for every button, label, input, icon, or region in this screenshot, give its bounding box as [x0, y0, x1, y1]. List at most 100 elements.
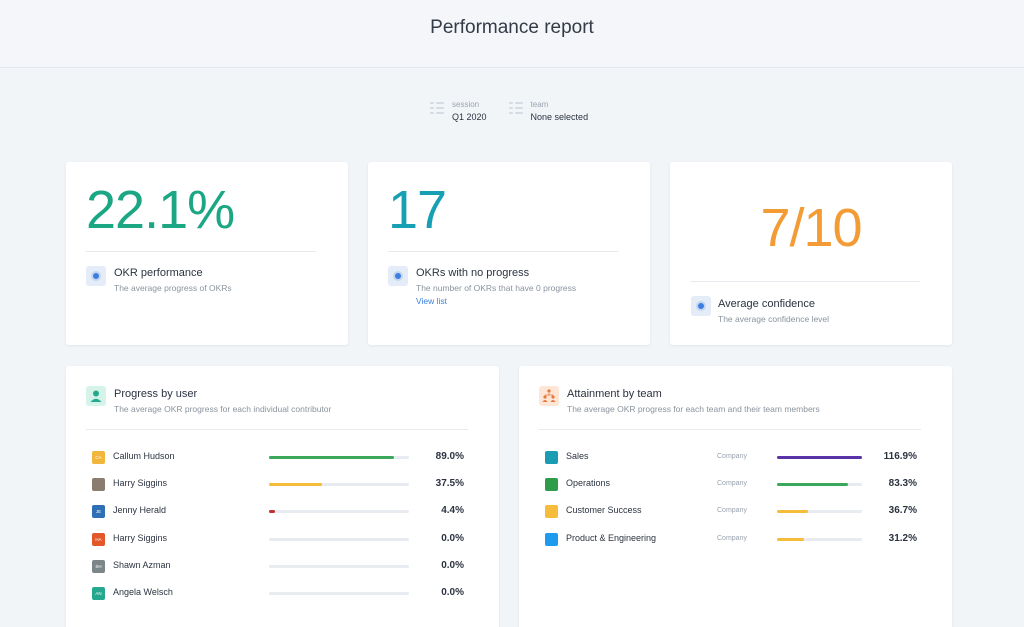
user-row[interactable]: HA Harry Siggins 0.0%: [92, 532, 464, 548]
divider: [86, 429, 468, 430]
progress-value: 0.0%: [441, 559, 464, 571]
team-row[interactable]: Operations Company 83.3%: [545, 477, 917, 493]
target-icon: [388, 266, 408, 286]
progress-fill: [777, 456, 862, 459]
progress-track: [269, 564, 409, 568]
user-name: Jenny Herald: [113, 505, 167, 516]
view-list-link[interactable]: View list: [416, 296, 448, 306]
session-filter-label: session: [452, 100, 480, 109]
progress-value: 0.0%: [441, 532, 464, 544]
divider: [690, 281, 920, 282]
progress-track: [777, 483, 862, 487]
user-row[interactable]: AN Angela Welsch 0.0%: [92, 586, 464, 602]
session-filter[interactable]: session Q1 2020: [430, 99, 487, 125]
section-title: Attainment by team: [567, 388, 662, 400]
no-progress-value: 17: [388, 180, 447, 240]
progress-fill: [777, 483, 848, 487]
team-swatch: [545, 451, 558, 464]
progress-value: 37.5%: [435, 478, 464, 490]
section-description: The average OKR progress for each indivi…: [114, 404, 332, 414]
team-filter-label: team: [530, 100, 549, 109]
no-progress-card: 17 OKRs with no progress The number of O…: [368, 162, 650, 345]
page-title: Performance report: [430, 17, 594, 38]
metric-title: OKRs with no progress: [416, 267, 530, 279]
list-icon: [430, 101, 444, 117]
team-name: Product & Engineering: [566, 532, 657, 543]
progress-value: 89.0%: [435, 451, 464, 462]
team-swatch: [545, 505, 558, 519]
metric-title: Average confidence: [718, 298, 816, 310]
avatar: AN: [92, 587, 105, 600]
avatar: JE: [92, 505, 105, 519]
team-parent: Company: [717, 534, 747, 542]
user-icon: [86, 386, 106, 406]
page-header: Performance report: [0, 0, 1024, 68]
okr-performance-card: 22.1% OKR performance The average progre…: [66, 162, 348, 345]
metric-description: The number of OKRs that have 0 progress: [416, 283, 577, 293]
progress-fill: [269, 456, 394, 459]
section-title: Progress by user: [114, 388, 198, 400]
progress-value: 4.4%: [441, 505, 464, 517]
progress-value: 116.9%: [883, 451, 917, 462]
progress-track: [777, 537, 862, 541]
user-name: Harry Siggins: [113, 532, 168, 543]
target-icon: [691, 296, 711, 316]
progress-value: 36.7%: [888, 505, 917, 517]
team-filter[interactable]: team None selected: [508, 99, 589, 125]
user-name: Shawn Azman: [113, 559, 171, 570]
progress-by-user-card: Progress by user The average OKR progres…: [66, 366, 499, 627]
progress-fill: [269, 483, 322, 487]
average-confidence-card: 7/10 Average confidence The average conf…: [670, 162, 952, 345]
progress-track: [269, 537, 409, 541]
progress-track: [269, 483, 409, 487]
team-name: Sales: [566, 451, 589, 461]
avatar: HA: [92, 532, 105, 546]
team-icon: [539, 386, 559, 406]
team-name: Operations: [566, 478, 611, 489]
divider: [388, 251, 618, 252]
team-parent: Company: [717, 480, 747, 488]
user-name: Callum Hudson: [113, 451, 175, 461]
progress-fill: [777, 537, 804, 541]
progress-fill: [269, 510, 276, 514]
progress-track: [269, 456, 409, 459]
team-row[interactable]: Sales Company 116.9%: [545, 450, 917, 466]
target-icon: [86, 266, 106, 286]
progress-fill: [777, 510, 809, 514]
average-confidence-value: 7/10: [760, 198, 862, 258]
team-filter-value: None selected: [530, 112, 589, 122]
progress-track: [777, 456, 862, 459]
metric-description: The average progress of OKRs: [114, 283, 232, 293]
user-row[interactable]: JE Jenny Herald 4.4%: [92, 504, 464, 520]
divider: [86, 251, 316, 252]
session-filter-value: Q1 2020: [452, 112, 487, 122]
team-swatch: [545, 478, 558, 492]
user-row[interactable]: Harry Siggins 37.5%: [92, 477, 464, 493]
team-name: Customer Success: [566, 505, 642, 516]
avatar: SH: [92, 559, 105, 573]
team-swatch: [545, 532, 558, 546]
metric-title: OKR performance: [114, 267, 203, 279]
okr-performance-value: 22.1%: [86, 180, 235, 240]
avatar: CA: [92, 451, 105, 464]
divider: [539, 429, 921, 430]
progress-track: [777, 510, 862, 514]
progress-value: 83.3%: [888, 478, 917, 490]
team-row[interactable]: Product & Engineering Company 31.2%: [545, 532, 917, 548]
user-row[interactable]: CA Callum Hudson 89.0%: [92, 450, 464, 466]
progress-track: [269, 510, 409, 514]
list-icon: [508, 101, 523, 117]
progress-value: 0.0%: [441, 587, 464, 598]
progress-value: 31.2%: [888, 532, 917, 544]
attainment-by-team-card: Attainment by team The average OKR progr…: [519, 366, 952, 627]
user-name: Harry Siggins: [113, 478, 168, 489]
user-row[interactable]: SH Shawn Azman 0.0%: [92, 559, 464, 575]
progress-track: [269, 592, 409, 595]
team-row[interactable]: Customer Success Company 36.7%: [545, 504, 917, 520]
team-parent: Company: [717, 507, 747, 515]
user-name: Angela Welsch: [113, 587, 173, 597]
section-description: The average OKR progress for each team a…: [567, 404, 820, 414]
filter-bar: session Q1 2020 team None selected: [430, 99, 588, 125]
team-parent: Company: [717, 453, 747, 460]
avatar: [92, 478, 105, 492]
